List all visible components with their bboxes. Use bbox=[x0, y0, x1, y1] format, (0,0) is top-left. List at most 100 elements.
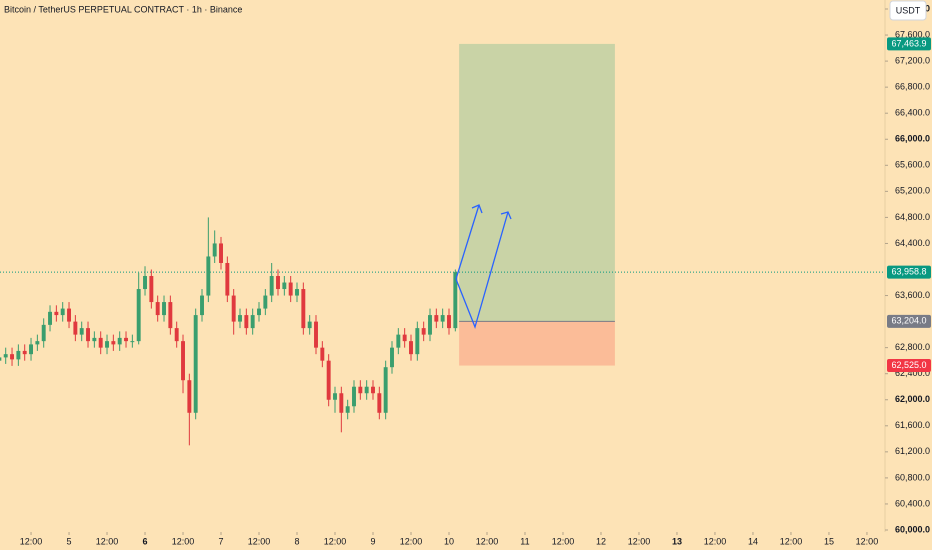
candle-body bbox=[320, 347, 325, 361]
y-tick-label: 64,800.0 bbox=[895, 212, 930, 222]
x-tick-label: 12:00 bbox=[704, 536, 727, 546]
y-tick-label: 62,800.0 bbox=[895, 342, 930, 352]
projection-arrow bbox=[455, 204, 480, 280]
x-tick-label: 11 bbox=[520, 536, 529, 546]
candle-body bbox=[428, 315, 432, 335]
price-label: 62,525.0 bbox=[891, 360, 926, 370]
x-tick-label: 12:00 bbox=[780, 536, 803, 546]
x-tick-label: 6 bbox=[143, 536, 148, 546]
chart-title: Bitcoin / TetherUS PERPETUAL CONTRACT · … bbox=[4, 4, 242, 14]
candle-body bbox=[231, 295, 236, 322]
x-tick-label: 12:00 bbox=[20, 536, 43, 546]
candle-body bbox=[244, 315, 249, 329]
x-tick-label: 12:00 bbox=[628, 536, 651, 546]
currency-button[interactable] bbox=[889, 0, 927, 21]
y-tick-label: 63,600.0 bbox=[895, 290, 930, 300]
candle-body bbox=[352, 386, 356, 407]
x-tick-label: 12:00 bbox=[552, 536, 575, 546]
candle-body bbox=[225, 262, 230, 296]
candle-body bbox=[421, 328, 426, 335]
candle-body bbox=[263, 295, 268, 309]
x-tick-label: 10 bbox=[444, 536, 454, 546]
candle-body bbox=[282, 282, 287, 290]
price-label-bg bbox=[887, 265, 931, 279]
candle-body bbox=[41, 324, 46, 342]
price-label-bg bbox=[887, 359, 931, 373]
candle-body bbox=[415, 328, 420, 355]
stop-zone bbox=[459, 321, 615, 366]
x-tick-label: 13 bbox=[672, 536, 682, 546]
currency-label[interactable]: USDT bbox=[896, 5, 921, 15]
candle-body bbox=[377, 393, 382, 413]
x-tick-label: 12:00 bbox=[172, 536, 195, 546]
candle-body bbox=[162, 302, 166, 316]
y-tick-label: 62,000.0 bbox=[895, 394, 930, 404]
candle-body bbox=[390, 347, 394, 368]
candle-body bbox=[136, 289, 141, 342]
x-tick-label: 12:00 bbox=[96, 536, 119, 546]
y-tick-label: 62,400.0 bbox=[895, 368, 930, 378]
candle-body bbox=[105, 341, 109, 348]
price-label: 63,958.8 bbox=[891, 267, 926, 277]
candle-body bbox=[269, 276, 274, 296]
candle-body bbox=[79, 328, 84, 335]
y-tick-label: 67,200.0 bbox=[895, 55, 930, 65]
candle-body bbox=[117, 337, 122, 345]
candle-body bbox=[54, 311, 59, 316]
candle-body bbox=[124, 337, 128, 342]
x-tick-label: 12:00 bbox=[248, 536, 271, 546]
candle-body bbox=[371, 386, 375, 394]
candle-body bbox=[193, 315, 198, 413]
candle-body bbox=[111, 341, 116, 345]
y-tick-label: 60,000.0 bbox=[895, 524, 930, 534]
price-label: 67,463.9 bbox=[891, 38, 926, 48]
plot-area bbox=[0, 0, 886, 532]
candle-body bbox=[288, 282, 293, 296]
candle-body bbox=[3, 354, 8, 358]
candle-body bbox=[257, 308, 261, 316]
candle-body bbox=[0, 357, 2, 361]
x-tick-label: 8 bbox=[294, 536, 299, 546]
candle-body bbox=[219, 243, 223, 263]
candle-body bbox=[434, 315, 439, 322]
y-tick-label: 60,800.0 bbox=[895, 472, 930, 482]
candle-body bbox=[168, 302, 173, 329]
candle-body bbox=[10, 354, 14, 360]
y-tick-label: 61,200.0 bbox=[895, 446, 930, 456]
candle-body bbox=[326, 360, 331, 400]
y-tick-label: 60,400.0 bbox=[895, 498, 930, 508]
candle-body bbox=[206, 256, 211, 296]
x-tick-label: 12:00 bbox=[856, 536, 879, 546]
candle-body bbox=[130, 341, 135, 343]
target-zone bbox=[459, 43, 615, 322]
y-tick-label: 65,600.0 bbox=[895, 160, 930, 170]
candle-body bbox=[48, 311, 52, 325]
y-tick-label: 66,000.0 bbox=[895, 134, 930, 144]
candle-body bbox=[155, 302, 160, 316]
price-axis: 60,000.0 60,400.0 60,800.0 61,200.0 61,600.0… bbox=[20, 3, 931, 546]
candle-body bbox=[187, 380, 192, 413]
candle-body bbox=[92, 337, 97, 342]
candle-body bbox=[396, 334, 401, 348]
candle-body bbox=[307, 321, 312, 329]
candle-body bbox=[314, 321, 318, 348]
candle-body bbox=[453, 272, 458, 329]
candle-body bbox=[200, 295, 204, 316]
x-tick-label: 12 bbox=[596, 536, 606, 546]
price-label: 63,204.0 bbox=[891, 316, 926, 326]
candle-body bbox=[73, 321, 78, 335]
y-tick-label: 67,600.0 bbox=[895, 29, 930, 39]
y-tick-label: 66,800.0 bbox=[895, 82, 930, 92]
candle-body bbox=[447, 315, 451, 329]
y-tick-label: 66,400.0 bbox=[895, 108, 930, 118]
projection-arrow bbox=[455, 211, 509, 330]
x-tick-label: 12:00 bbox=[324, 536, 347, 546]
candle-body bbox=[16, 350, 21, 360]
candle-body bbox=[238, 315, 242, 322]
candle-body bbox=[295, 289, 299, 296]
candle-body bbox=[333, 393, 337, 400]
x-tick-label: 7 bbox=[219, 536, 224, 546]
candle-body bbox=[98, 337, 103, 348]
